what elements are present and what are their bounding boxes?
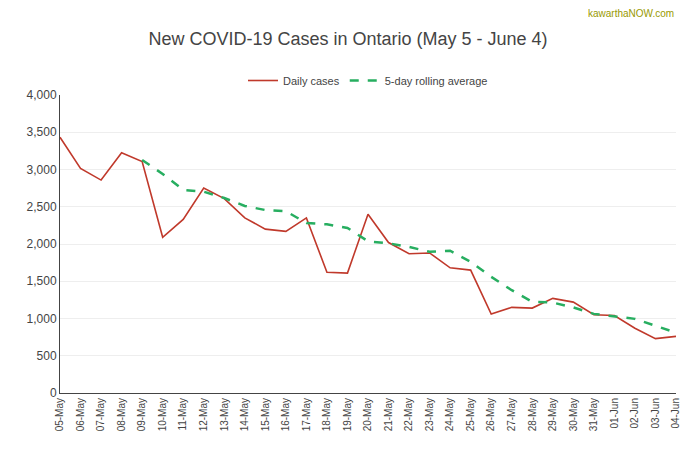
svg-text:1,000: 1,000 <box>27 312 57 326</box>
svg-text:16-May: 16-May <box>280 398 291 431</box>
svg-text:3,500: 3,500 <box>27 125 57 139</box>
svg-text:Daily cases: Daily cases <box>283 75 340 87</box>
svg-text:15-May: 15-May <box>260 398 271 431</box>
svg-text:500: 500 <box>37 349 57 363</box>
svg-text:12-May: 12-May <box>198 398 209 431</box>
svg-text:08-May: 08-May <box>116 398 127 431</box>
svg-text:03-Jun: 03-Jun <box>650 398 661 429</box>
svg-text:04-Jun: 04-Jun <box>670 398 681 429</box>
svg-text:New COVID-19 Cases in Ontario: New COVID-19 Cases in Ontario (May 5 - J… <box>148 29 547 49</box>
svg-text:17-May: 17-May <box>301 398 312 431</box>
svg-text:24-May: 24-May <box>444 398 455 431</box>
svg-text:28-May: 28-May <box>527 398 538 431</box>
svg-text:3,000: 3,000 <box>27 163 57 177</box>
svg-text:25-May: 25-May <box>465 398 476 431</box>
svg-text:0: 0 <box>50 386 57 400</box>
svg-text:5-day rolling average: 5-day rolling average <box>385 75 488 87</box>
svg-text:4,000: 4,000 <box>27 88 57 102</box>
svg-text:06-May: 06-May <box>75 398 86 431</box>
svg-text:22-May: 22-May <box>403 398 414 431</box>
svg-text:27-May: 27-May <box>506 398 517 431</box>
svg-text:30-May: 30-May <box>568 398 579 431</box>
svg-text:29-May: 29-May <box>547 398 558 431</box>
svg-text:05-May: 05-May <box>54 398 65 431</box>
svg-text:14-May: 14-May <box>239 398 250 431</box>
svg-text:2,000: 2,000 <box>27 237 57 251</box>
svg-text:20-May: 20-May <box>362 398 373 431</box>
svg-text:2,500: 2,500 <box>27 200 57 214</box>
svg-text:01-Jun: 01-Jun <box>609 398 620 429</box>
svg-text:13-May: 13-May <box>219 398 230 431</box>
svg-text:07-May: 07-May <box>95 398 106 431</box>
svg-text:1,500: 1,500 <box>27 274 57 288</box>
svg-text:19-May: 19-May <box>342 398 353 431</box>
svg-text:10-May: 10-May <box>157 398 168 431</box>
svg-text:02-Jun: 02-Jun <box>629 398 640 429</box>
svg-text:21-May: 21-May <box>383 398 394 431</box>
svg-text:kawarthaNOW.com: kawarthaNOW.com <box>588 8 674 19</box>
svg-text:31-May: 31-May <box>588 398 599 431</box>
svg-text:09-May: 09-May <box>136 398 147 431</box>
svg-text:23-May: 23-May <box>424 398 435 431</box>
svg-text:26-May: 26-May <box>485 398 496 431</box>
svg-text:11-May: 11-May <box>177 398 188 431</box>
svg-text:18-May: 18-May <box>321 398 332 431</box>
